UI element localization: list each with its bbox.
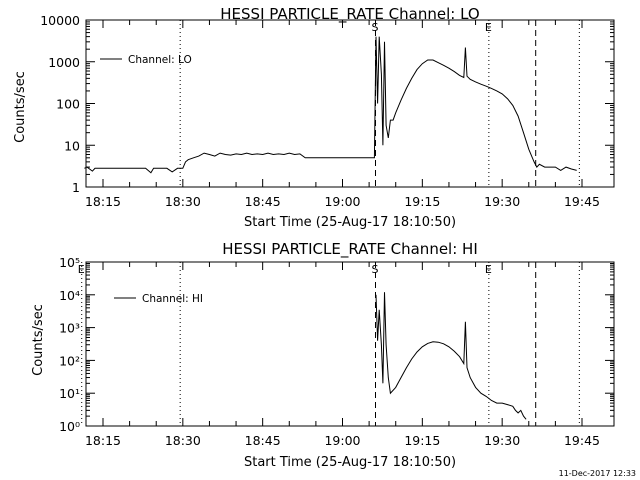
legend-label-lo: Channel: LO (128, 54, 192, 66)
x-tick-label: 18:30 (165, 194, 201, 209)
y-axis-label-hi: Counts/sec (31, 304, 46, 376)
x-tick-label: 19:00 (324, 194, 360, 209)
time-marker-label: E (485, 21, 492, 34)
time-marker-label: S (371, 21, 378, 34)
y-tick-label: 1 (72, 180, 80, 195)
x-tick-label: 18:45 (245, 194, 281, 209)
x-tick-label: 18:30 (165, 433, 201, 448)
y-tick-label: 10⁴ (59, 288, 80, 303)
x-tick-label: 19:15 (404, 433, 440, 448)
y-tick-label: 10⁵ (59, 255, 80, 270)
y-tick-label: 100 (56, 97, 80, 112)
x-tick-label: 19:30 (484, 194, 520, 209)
time-marker-label: S (371, 263, 378, 276)
y-tick-label: 10¹ (59, 386, 80, 401)
plot-frame (85, 19, 615, 188)
legend-label-hi: Channel: HI (142, 293, 203, 305)
chart-title-lo: HESSI PARTICLE_RATE Channel: LO (220, 5, 479, 24)
x-tick-label: 19:15 (404, 194, 440, 209)
series-line (84, 36, 577, 174)
time-marker-label: E (485, 263, 492, 276)
x-axis-label-lo: Start Time (25-Aug-17 18:10:50) (244, 215, 456, 230)
plot-frame (85, 261, 615, 427)
x-axis-label-hi: Start Time (25-Aug-17 18:10:50) (244, 455, 456, 470)
y-tick-label: 1000 (48, 55, 80, 70)
y-tick-label: 10⁰ (59, 419, 80, 434)
chart-title-hi: HESSI PARTICLE_RATE Channel: HI (222, 240, 478, 259)
x-tick-label: 18:45 (245, 433, 281, 448)
x-tick-label: 19:45 (564, 433, 600, 448)
footer-timestamp: 11-Dec-2017 12:33 (559, 469, 636, 478)
x-tick-label: 19:45 (564, 194, 600, 209)
y-tick-label: 10000 (40, 13, 80, 28)
x-tick-label: 18:15 (85, 433, 121, 448)
time-marker-label: E (78, 263, 85, 276)
x-tick-label: 19:00 (324, 433, 360, 448)
y-tick-label: 10³ (59, 321, 80, 336)
y-axis-label-lo: Counts/sec (13, 71, 28, 143)
x-tick-label: 18:15 (85, 194, 121, 209)
series-line (375, 292, 527, 420)
panel-lo: HESSI PARTICLE_RATE Channel: LO Start Ti… (13, 5, 615, 230)
x-tick-label: 19:30 (484, 433, 520, 448)
panel-hi: HESSI PARTICLE_RATE Channel: HI Start Ti… (31, 240, 615, 470)
y-tick-label: 10² (59, 353, 80, 368)
y-tick-label: 10 (64, 138, 80, 153)
